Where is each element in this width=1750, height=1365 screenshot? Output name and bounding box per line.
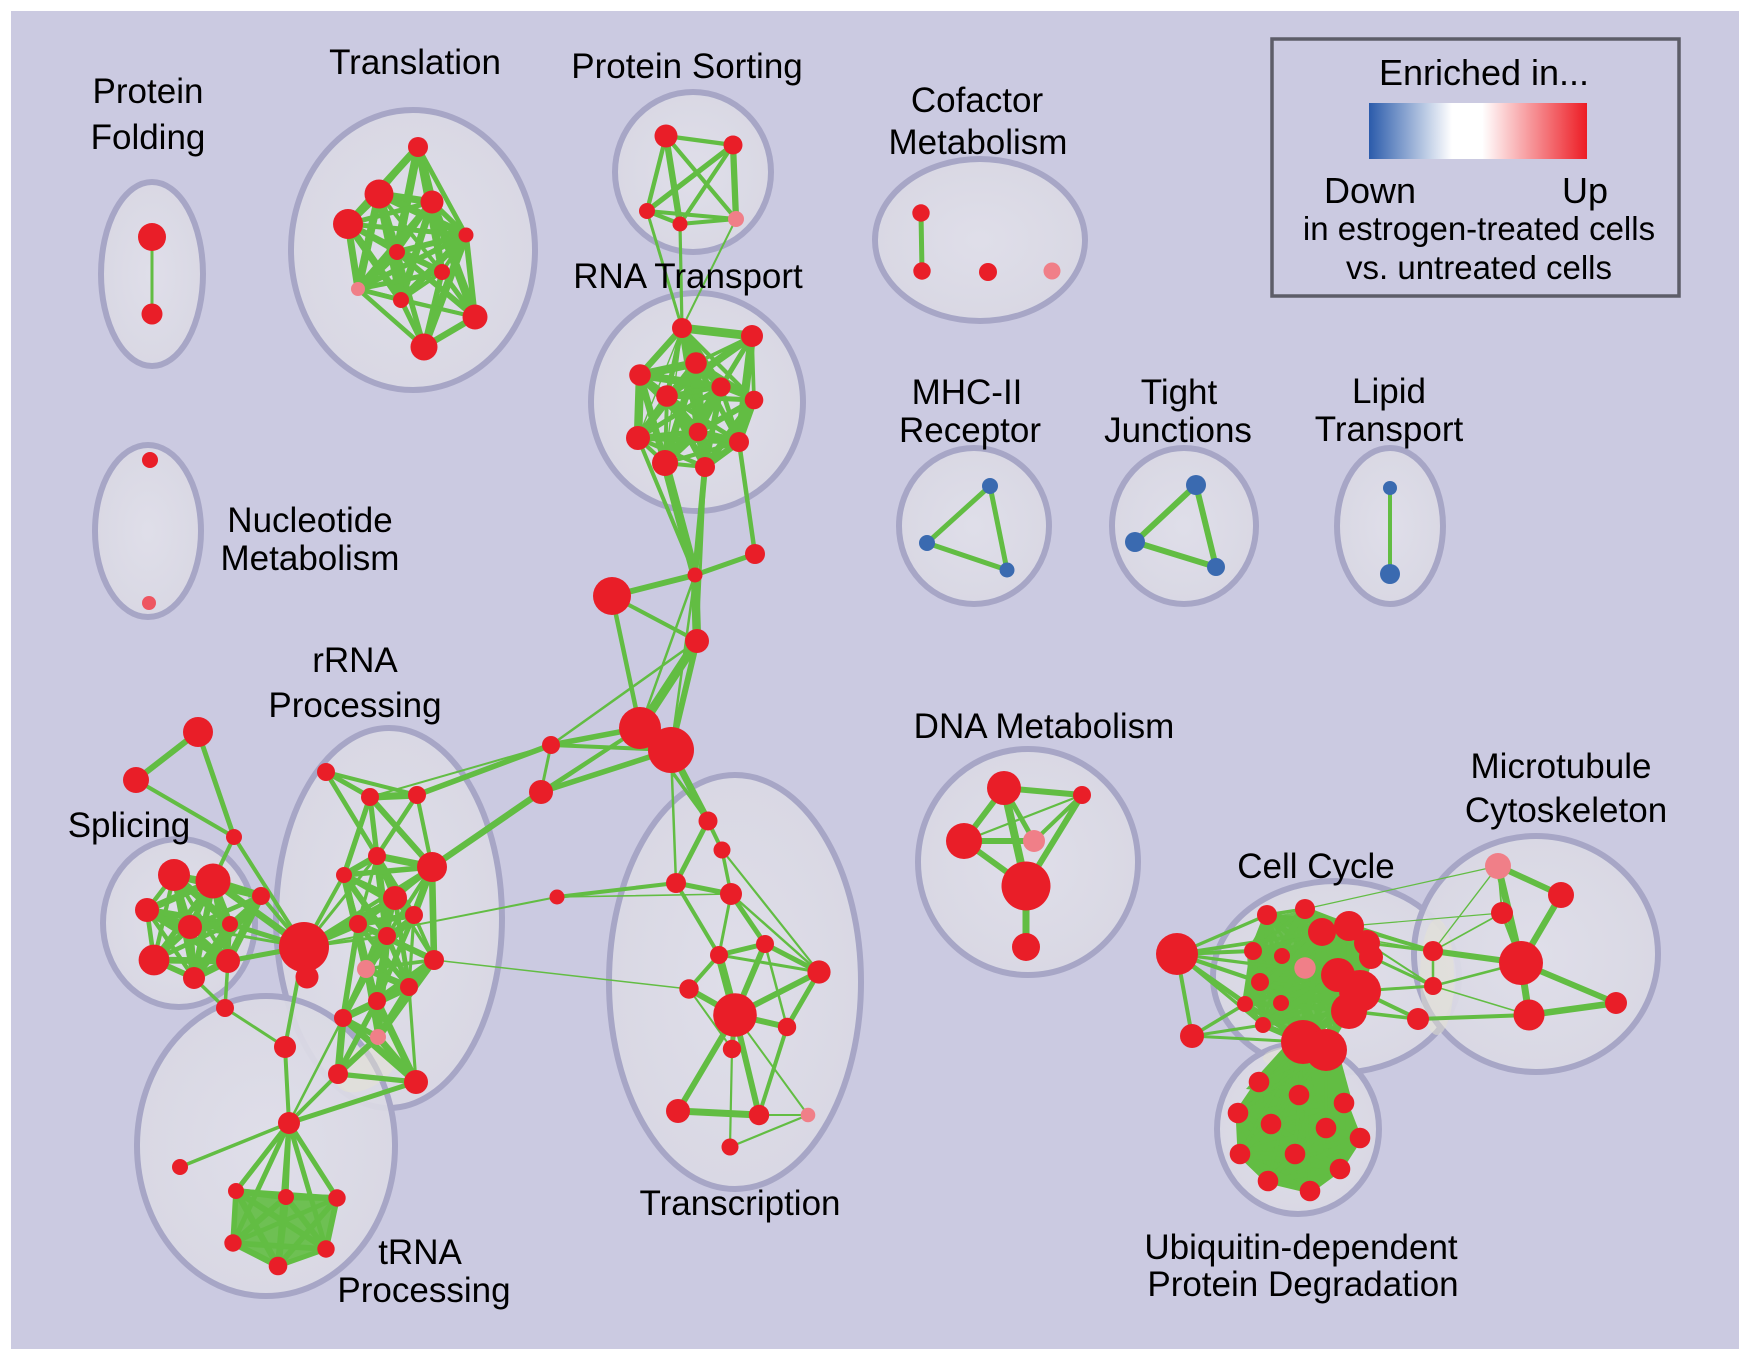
svg-text:DNA Metabolism: DNA Metabolism xyxy=(914,707,1175,746)
svg-text:Up: Up xyxy=(1562,170,1608,211)
svg-text:in estrogen-treated cells: in estrogen-treated cells xyxy=(1303,210,1655,247)
svg-text:Splicing: Splicing xyxy=(68,806,191,845)
svg-text:Microtubule: Microtubule xyxy=(1471,747,1652,786)
svg-text:Processing: Processing xyxy=(337,1271,510,1310)
svg-text:Folding: Folding xyxy=(91,118,206,157)
svg-text:Ubiquitin-dependent: Ubiquitin-dependent xyxy=(1144,1228,1458,1267)
svg-text:Metabolism: Metabolism xyxy=(221,539,400,578)
svg-text:tRNA: tRNA xyxy=(378,1233,462,1272)
svg-text:Processing: Processing xyxy=(268,686,441,725)
svg-text:Transcription: Transcription xyxy=(640,1184,841,1223)
svg-text:Receptor: Receptor xyxy=(899,411,1041,450)
svg-text:vs. untreated cells: vs. untreated cells xyxy=(1346,249,1612,286)
svg-text:MHC-II: MHC-II xyxy=(912,373,1023,412)
svg-text:Tight: Tight xyxy=(1141,373,1218,412)
svg-text:Metabolism: Metabolism xyxy=(889,123,1068,162)
svg-text:Lipid: Lipid xyxy=(1352,372,1426,411)
svg-text:Protein Degradation: Protein Degradation xyxy=(1147,1265,1458,1304)
svg-text:Transport: Transport xyxy=(1315,410,1464,449)
svg-text:Cell Cycle: Cell Cycle xyxy=(1237,847,1395,886)
svg-text:Protein Sorting: Protein Sorting xyxy=(571,47,803,86)
svg-text:Protein: Protein xyxy=(93,72,204,111)
svg-text:Cytoskeleton: Cytoskeleton xyxy=(1465,791,1667,830)
svg-text:Down: Down xyxy=(1324,170,1416,211)
svg-text:rRNA: rRNA xyxy=(312,641,398,680)
svg-text:Translation: Translation xyxy=(329,43,501,82)
svg-text:Cofactor: Cofactor xyxy=(911,81,1044,120)
svg-text:Enriched in...: Enriched in... xyxy=(1379,52,1589,93)
svg-text:Nucleotide: Nucleotide xyxy=(227,501,392,540)
svg-text:Junctions: Junctions xyxy=(1104,411,1252,450)
svg-text:RNA Transport: RNA Transport xyxy=(573,257,803,296)
